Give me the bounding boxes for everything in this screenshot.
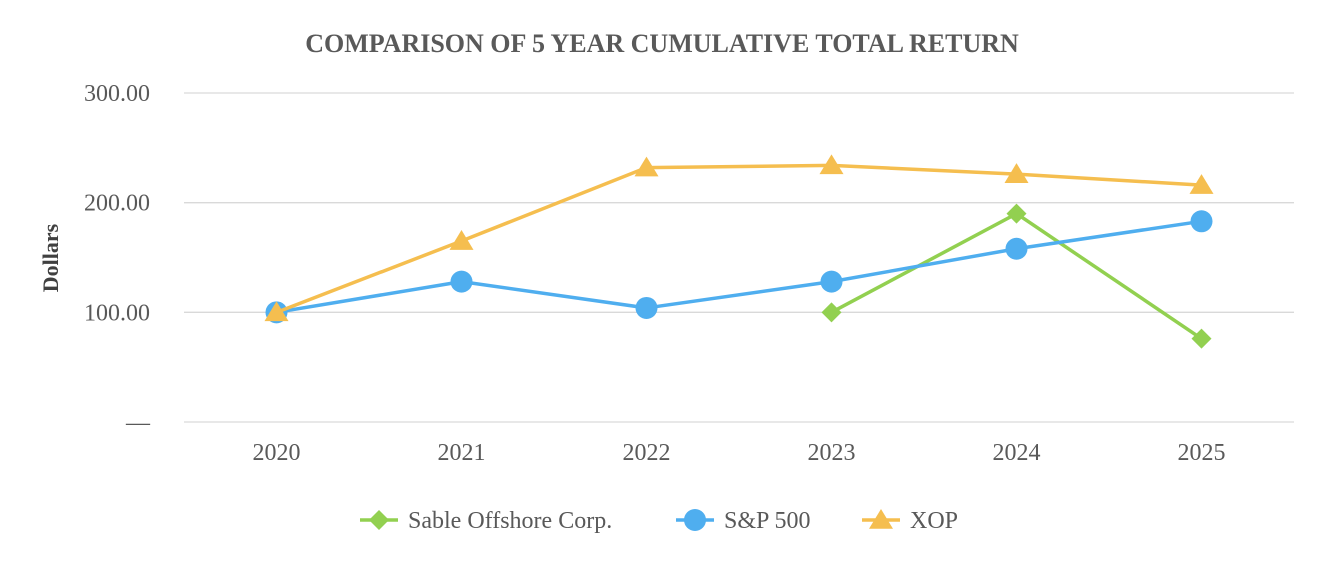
y-axis-label: Dollars	[38, 223, 63, 292]
legend-item: Sable Offshore Corp.	[360, 508, 612, 534]
data-point-triangle	[1189, 174, 1214, 194]
x-tick-label: 2025	[1178, 440, 1226, 466]
data-point-triangle	[634, 156, 659, 177]
data-point-diamond	[1191, 328, 1212, 349]
x-tick-label: 2021	[438, 440, 486, 466]
data-point-diamond	[1006, 203, 1027, 224]
legend-label: Sable Offshore Corp.	[408, 508, 612, 534]
data-point-circle	[1190, 210, 1213, 233]
x-tick-label: 2024	[993, 440, 1041, 466]
y-tick-label: 300.00	[84, 81, 150, 107]
series-line	[276, 219, 1202, 315]
y-axis-ticks: — 100.00 200.00 300.00	[84, 81, 151, 436]
x-axis-ticks: 2020 2021 2022 2023 2024 2025	[253, 440, 1226, 466]
legend-label: S&P 500	[724, 508, 810, 534]
legend: Sable Offshore Corp. S&P 500 XOP	[360, 508, 958, 534]
data-point-circle	[450, 270, 473, 293]
series-line	[275, 163, 1202, 314]
series-sable-offshore-corp-	[821, 203, 1212, 349]
data-point-circle	[1005, 237, 1028, 260]
legend-label: XOP	[910, 508, 958, 534]
data-point-triangle	[449, 230, 474, 250]
series-s-p-500	[265, 210, 1213, 324]
data-point-circle	[684, 509, 706, 531]
x-tick-label: 2022	[623, 440, 671, 466]
data-point-triangle	[869, 509, 893, 529]
legend-item: S&P 500	[676, 508, 810, 534]
data-point-diamond	[369, 510, 389, 530]
data-point-triangle	[264, 301, 289, 322]
y-tick-label: 200.00	[84, 191, 150, 217]
legend-item: XOP	[862, 508, 958, 534]
data-point-triangle	[1004, 163, 1029, 183]
data-point-circle	[820, 270, 843, 293]
data-point-circle	[635, 296, 658, 319]
data-point-triangle	[819, 154, 844, 175]
chart-title: COMPARISON OF 5 YEAR CUMULATIVE TOTAL RE…	[305, 29, 1019, 58]
series-group	[264, 154, 1214, 349]
y-tick-label: 100.00	[84, 300, 150, 326]
x-tick-label: 2020	[253, 440, 301, 466]
gridlines	[184, 92, 1294, 423]
series-xop	[264, 154, 1214, 322]
y-tick-label: —	[125, 410, 151, 436]
x-tick-label: 2023	[808, 440, 856, 466]
series-line	[830, 211, 1203, 341]
data-point-diamond	[821, 302, 842, 323]
